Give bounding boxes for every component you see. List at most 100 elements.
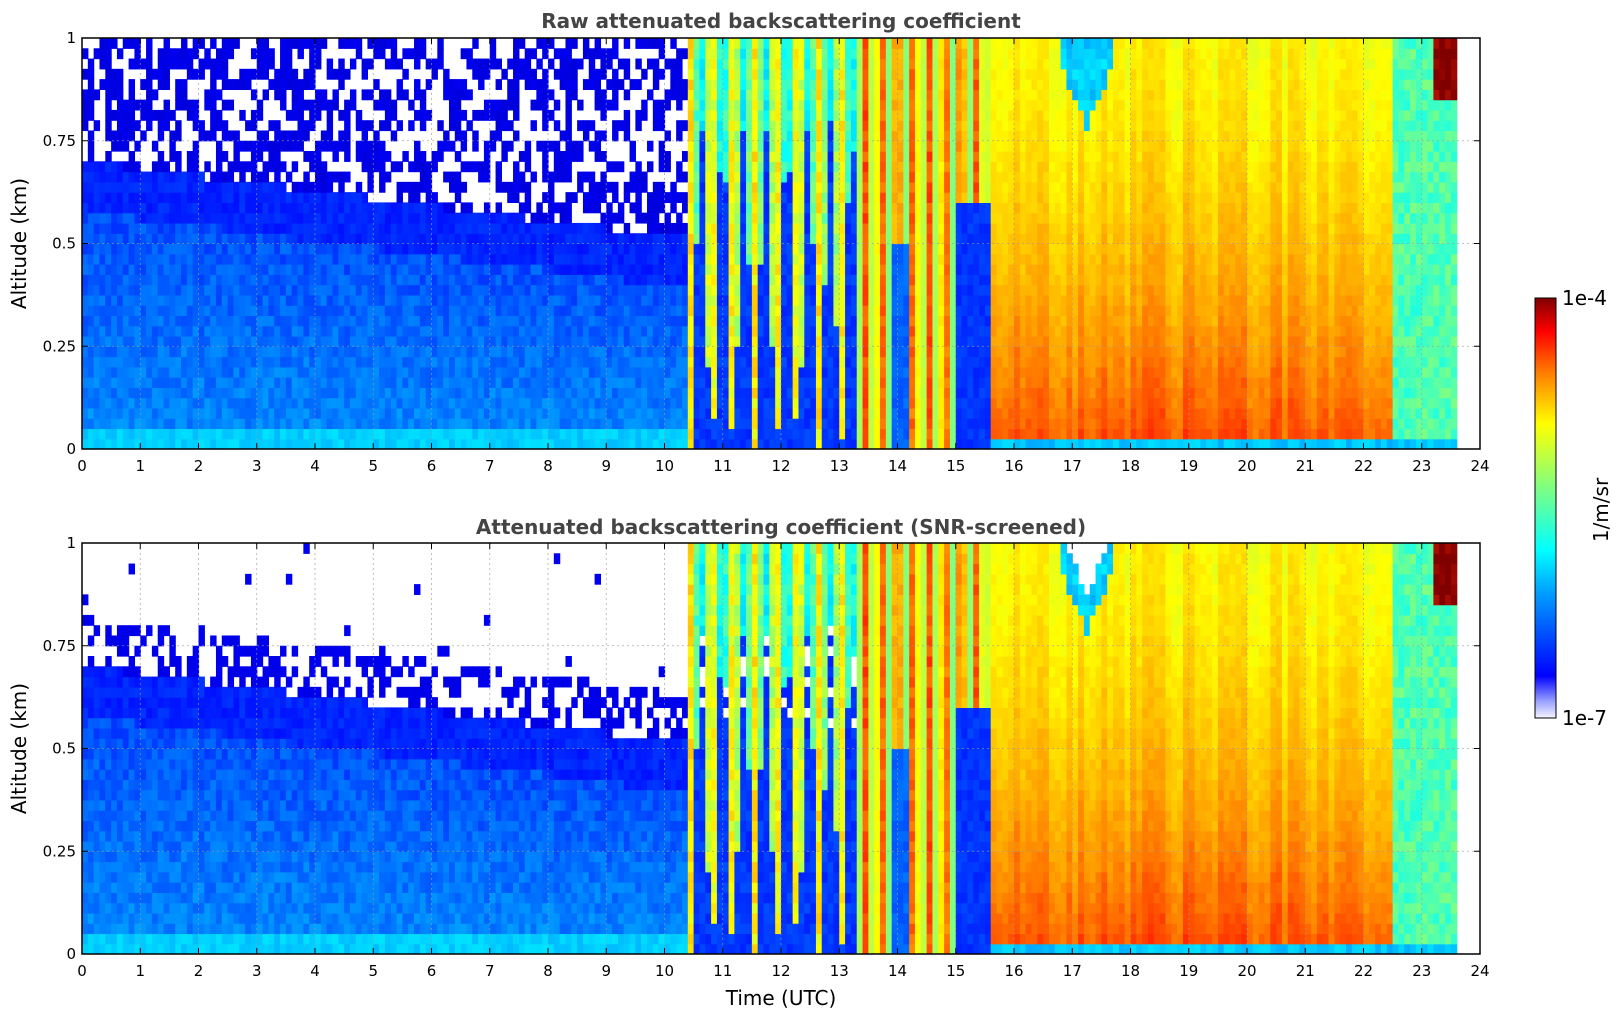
heatmap-cell xyxy=(454,366,462,378)
heatmap-cell xyxy=(594,253,602,265)
heatmap-cell xyxy=(245,397,252,409)
heatmap-cell xyxy=(577,438,584,449)
heatmap-cell xyxy=(850,68,858,80)
heatmap-cell xyxy=(775,58,782,70)
heatmap-cell xyxy=(687,264,695,275)
heatmap-cell xyxy=(303,202,310,214)
heatmap-cell xyxy=(134,397,141,409)
heatmap-cell xyxy=(186,151,194,162)
heatmap-cell xyxy=(833,346,840,358)
heatmap-cell xyxy=(245,284,252,296)
heatmap-cell xyxy=(850,253,858,265)
heatmap-cell xyxy=(850,38,858,49)
heatmap-cell xyxy=(658,407,666,419)
heatmap-cell xyxy=(128,99,136,111)
heatmap-cell xyxy=(262,335,269,347)
heatmap-cell xyxy=(810,140,817,152)
heatmap-cell xyxy=(781,438,788,449)
heatmap-cell xyxy=(577,99,584,111)
heatmap-cell xyxy=(559,222,567,234)
heatmap-cell xyxy=(757,233,765,245)
heatmap-cell xyxy=(617,325,625,337)
heatmap-cell xyxy=(250,109,258,121)
heatmap-cell xyxy=(396,264,403,275)
heatmap-cell xyxy=(122,305,130,317)
heatmap-cell xyxy=(693,120,701,132)
heatmap-cell xyxy=(186,48,194,60)
heatmap-cell xyxy=(524,315,532,327)
heatmap-cell xyxy=(134,222,141,234)
heatmap-cell xyxy=(280,48,287,60)
heatmap-cell xyxy=(891,202,899,214)
heatmap-cell xyxy=(594,274,602,286)
heatmap-cell xyxy=(775,171,782,183)
heatmap-cell xyxy=(891,284,899,296)
heatmap-cell xyxy=(594,294,602,306)
heatmap-cell xyxy=(443,356,450,368)
heatmap-cell xyxy=(670,79,677,90)
heatmap-cell xyxy=(163,315,170,327)
heatmap-cell xyxy=(355,264,363,275)
heatmap-cell xyxy=(530,335,537,347)
heatmap-cell xyxy=(181,192,188,204)
heatmap-cell xyxy=(728,366,735,378)
heatmap-cell xyxy=(99,397,106,409)
heatmap-cell xyxy=(553,377,561,388)
heatmap-cell xyxy=(268,294,275,306)
heatmap-cell xyxy=(495,161,502,173)
heatmap-cell xyxy=(215,68,223,80)
heatmap-cell xyxy=(868,202,875,214)
heatmap-cell xyxy=(483,222,491,234)
heatmap-cell xyxy=(303,325,310,337)
heatmap-cell xyxy=(344,233,351,245)
heatmap-cell xyxy=(274,284,281,296)
heatmap-cell xyxy=(175,284,182,296)
heatmap-cell xyxy=(274,387,281,399)
heatmap-cell xyxy=(210,335,217,347)
heatmap-cell xyxy=(151,284,159,296)
heatmap-cell xyxy=(495,202,502,214)
heatmap-cell xyxy=(151,356,159,368)
heatmap-cell xyxy=(623,264,631,275)
heatmap-cell xyxy=(134,161,141,173)
heatmap-cell xyxy=(641,99,648,111)
heatmap-cell xyxy=(460,335,468,347)
heatmap-cell xyxy=(274,222,281,234)
heatmap-cell xyxy=(280,418,287,430)
heatmap-cell xyxy=(274,253,281,265)
heatmap-cell xyxy=(647,222,654,234)
heatmap-cell xyxy=(582,243,590,255)
heatmap-cell xyxy=(687,438,695,449)
heatmap-cell xyxy=(553,325,561,337)
heatmap-cell xyxy=(815,428,823,440)
heatmap-cell xyxy=(868,274,875,286)
heatmap-cell xyxy=(215,305,223,317)
heatmap-cell xyxy=(815,294,823,306)
heatmap-cell xyxy=(402,243,409,255)
heatmap-cell xyxy=(658,428,666,440)
heatmap-cell xyxy=(524,161,532,173)
heatmap-cell xyxy=(181,253,188,265)
heatmap-cell xyxy=(612,397,619,409)
heatmap-cell xyxy=(111,192,118,204)
heatmap-cell xyxy=(705,212,712,224)
heatmap-cell xyxy=(751,79,759,90)
heatmap-cell xyxy=(82,109,89,121)
heatmap-cell xyxy=(437,397,444,409)
heatmap-cell xyxy=(518,222,526,234)
heatmap-cell xyxy=(437,315,444,327)
heatmap-cell xyxy=(897,130,904,142)
heatmap-cell xyxy=(594,202,602,214)
heatmap-cell xyxy=(524,428,532,440)
heatmap-cell xyxy=(361,428,369,440)
heatmap-cell xyxy=(384,253,392,265)
heatmap-cell xyxy=(204,181,211,193)
heatmap-cell xyxy=(128,89,136,101)
heatmap-cell xyxy=(361,305,369,317)
heatmap-cell xyxy=(810,99,817,111)
heatmap-cell xyxy=(105,428,112,440)
heatmap-cell xyxy=(181,294,188,306)
heatmap-cell xyxy=(303,366,310,378)
heatmap-cell xyxy=(157,68,165,80)
heatmap-cell xyxy=(320,99,328,111)
